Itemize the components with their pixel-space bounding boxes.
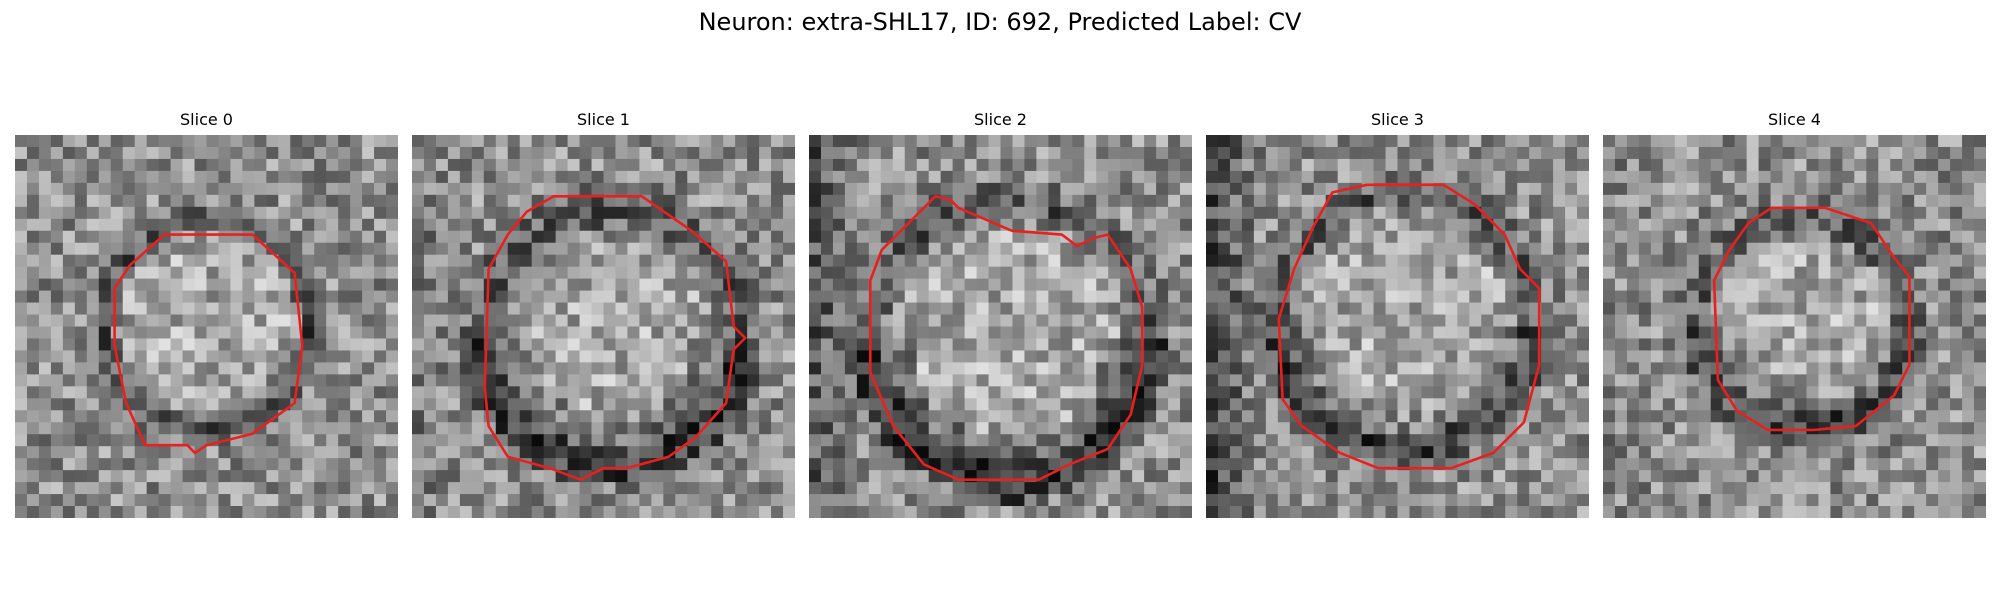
pixel-grid (412, 135, 795, 518)
slice-panel-2: Slice 2 (809, 108, 1192, 518)
slice-panel-1: Slice 1 (412, 108, 795, 518)
segmentation-contour (868, 194, 1144, 482)
slice-image-2 (809, 135, 1192, 518)
slice-image-3 (1206, 135, 1589, 518)
slice-title-1: Slice 1 (577, 110, 630, 129)
slice-panel-4: Slice 4 (1603, 108, 1986, 518)
pixel-grid (1206, 135, 1589, 518)
slice-title-2: Slice 2 (974, 110, 1027, 129)
slice-image-4 (1603, 135, 1986, 518)
pixel-grid (1603, 135, 1986, 518)
slice-panel-0: Slice 0 (15, 108, 398, 518)
slice-title-0: Slice 0 (180, 110, 233, 129)
figure-title: Neuron: extra-SHL17, ID: 692, Predicted … (698, 8, 1302, 36)
slice-title-4: Slice 4 (1768, 110, 1821, 129)
pixel-grid (15, 135, 398, 518)
segmentation-contour (483, 194, 747, 482)
slice-image-1 (412, 135, 795, 518)
slice-panel-3: Slice 3 (1206, 108, 1589, 518)
slice-image-0 (15, 135, 398, 518)
segmentation-contour (1277, 183, 1541, 470)
pixel-grid (809, 135, 1192, 518)
slice-title-3: Slice 3 (1371, 110, 1424, 129)
segmentation-contour (1712, 206, 1911, 432)
segmentation-contour (113, 233, 304, 455)
